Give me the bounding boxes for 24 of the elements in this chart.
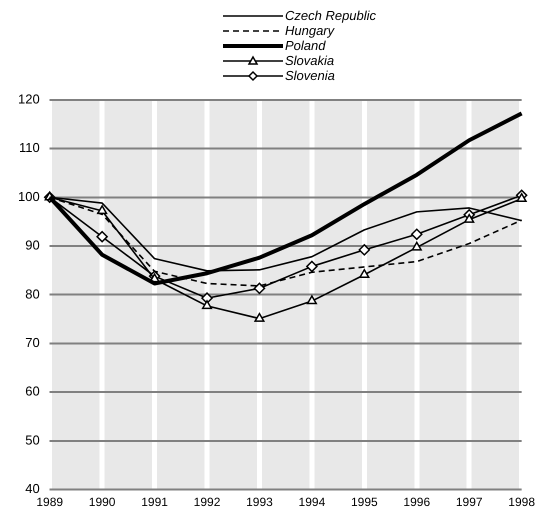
y-tick-label: 80 (25, 286, 40, 302)
y-tick-label: 90 (25, 238, 40, 253)
x-tick-label: 1992 (194, 495, 221, 510)
x-tick-label: 1989 (36, 495, 64, 510)
x-tick-label: 1993 (246, 495, 274, 510)
legend-label: Czech Republic (285, 8, 376, 23)
x-tick-label: 1997 (456, 495, 483, 510)
legend-label: Poland (285, 38, 326, 53)
y-tick-label: 60 (25, 384, 40, 399)
y-tick-label: 110 (18, 140, 40, 156)
x-tick-label: 1995 (350, 495, 378, 510)
legend-label: Hungary (285, 23, 334, 38)
legend-label: Slovenia (285, 68, 335, 83)
y-tick-label: 100 (18, 188, 40, 204)
x-tick-label: 1996 (403, 495, 430, 510)
y-tick-label: 50 (25, 432, 40, 448)
x-tick-label: 1994 (298, 495, 326, 510)
x-tick-label: 1990 (88, 495, 116, 510)
x-tick-label: 1991 (141, 495, 168, 510)
x-tick-label: 1998 (508, 495, 536, 510)
legend-label: Slovakia (285, 53, 334, 68)
y-tick-label: 70 (25, 335, 40, 350)
y-tick-label: 40 (25, 481, 40, 496)
y-tick-label: 120 (18, 91, 40, 106)
